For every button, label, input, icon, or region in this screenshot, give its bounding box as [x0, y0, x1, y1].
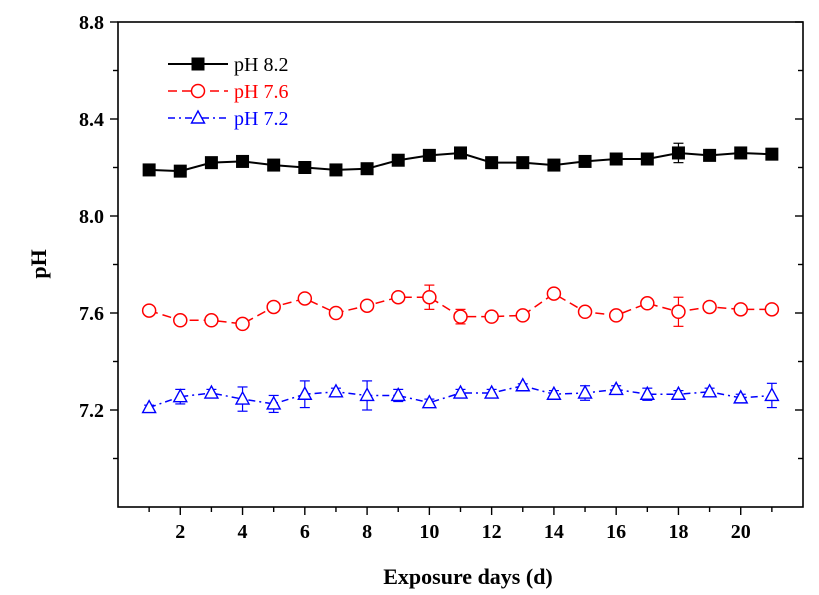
legend-label: pH 8.2 [234, 54, 288, 76]
data-point [141, 303, 157, 318]
data-point [608, 308, 624, 323]
data-point [142, 163, 156, 177]
data-point [577, 304, 593, 320]
data-point [391, 153, 405, 167]
series-0 [142, 142, 779, 178]
x-tick-label: 2 [175, 521, 185, 543]
data-point [422, 289, 437, 305]
data-point [701, 383, 718, 398]
tick-labels: 2 4 6 8 10 12 14 16 18 20 7.2 7.6 8.0 8.4 8.8 [79, 12, 751, 543]
data-point [546, 385, 562, 400]
data-point [298, 161, 312, 174]
data-point [328, 383, 344, 398]
data-point [204, 156, 218, 170]
data-point [764, 386, 780, 402]
x-axis-title: Exposure days (d) [383, 564, 553, 589]
plot-frame [117, 21, 804, 508]
data-point [266, 395, 282, 410]
data-point [141, 399, 157, 414]
data-point [609, 152, 623, 166]
data-point [390, 289, 406, 305]
y-tick-label: 8.0 [79, 206, 104, 228]
x-tick-label: 12 [482, 521, 502, 543]
data-point [297, 385, 313, 400]
data-point [733, 389, 749, 404]
data-point [577, 384, 593, 399]
data-point [516, 156, 530, 170]
data-point [734, 146, 748, 160]
data-point [359, 386, 375, 402]
x-tick-label: 6 [300, 521, 310, 543]
data-point [453, 309, 468, 324]
series-layer [141, 142, 780, 414]
data-point [515, 377, 531, 392]
data-point [546, 286, 562, 301]
legend-marker [191, 57, 205, 71]
x-tick-label: 18 [668, 521, 688, 543]
y-axis-title: pH [26, 249, 51, 278]
data-point [765, 147, 779, 161]
data-point [236, 154, 250, 168]
data-point [640, 152, 654, 166]
x-tick-label: 14 [544, 521, 564, 543]
data-point [640, 296, 655, 311]
data-point [172, 388, 188, 403]
x-tick-label: 16 [606, 521, 626, 543]
data-point [484, 309, 499, 324]
data-point [670, 385, 687, 400]
data-point [328, 305, 344, 321]
data-point [671, 304, 686, 320]
data-point [547, 158, 561, 172]
data-point [764, 302, 780, 317]
data-point [485, 156, 499, 170]
data-point [173, 313, 188, 328]
data-point [360, 162, 374, 176]
data-point [173, 164, 187, 178]
legend-marker [190, 83, 206, 99]
data-point [203, 384, 220, 399]
data-point [733, 302, 748, 317]
data-point [608, 380, 624, 396]
x-tick-label: 4 [238, 521, 248, 543]
data-point [235, 316, 250, 332]
data-point [515, 308, 531, 323]
axis-ticks [110, 21, 803, 515]
x-tick-label: 8 [362, 521, 372, 543]
legend-item-1: pH 7.6 [168, 81, 288, 103]
data-point [483, 384, 500, 399]
data-point [204, 313, 219, 328]
x-tick-label: 20 [731, 521, 751, 543]
x-tick-label: 10 [419, 521, 439, 543]
data-point [422, 148, 436, 162]
data-point [578, 154, 592, 168]
data-point [454, 146, 467, 160]
data-point [421, 394, 438, 409]
legend-label: pH 7.2 [234, 108, 288, 130]
y-tick-label: 7.2 [79, 400, 104, 422]
data-point [267, 158, 281, 172]
legend: pH 8.2 pH 7.6 pH 7.2 [168, 54, 288, 130]
data-point [297, 291, 313, 306]
y-tick-label: 7.6 [79, 303, 104, 325]
legend-label: pH 7.6 [234, 81, 288, 103]
data-point [329, 163, 343, 177]
legend-item-0: pH 8.2 [168, 54, 288, 76]
data-point [703, 148, 717, 162]
data-point [266, 299, 281, 315]
data-point [234, 390, 251, 405]
data-point [639, 385, 655, 400]
data-point [359, 298, 375, 313]
y-tick-label: 8.8 [79, 12, 104, 34]
series-1 [141, 284, 780, 332]
y-tick-label: 8.4 [79, 109, 104, 131]
data-point [702, 299, 717, 315]
legend-marker [190, 109, 206, 124]
legend-item-2: pH 7.2 [168, 108, 288, 130]
series-2 [141, 377, 780, 414]
data-point [390, 386, 406, 402]
data-point [452, 384, 469, 399]
data-point [671, 146, 685, 160]
